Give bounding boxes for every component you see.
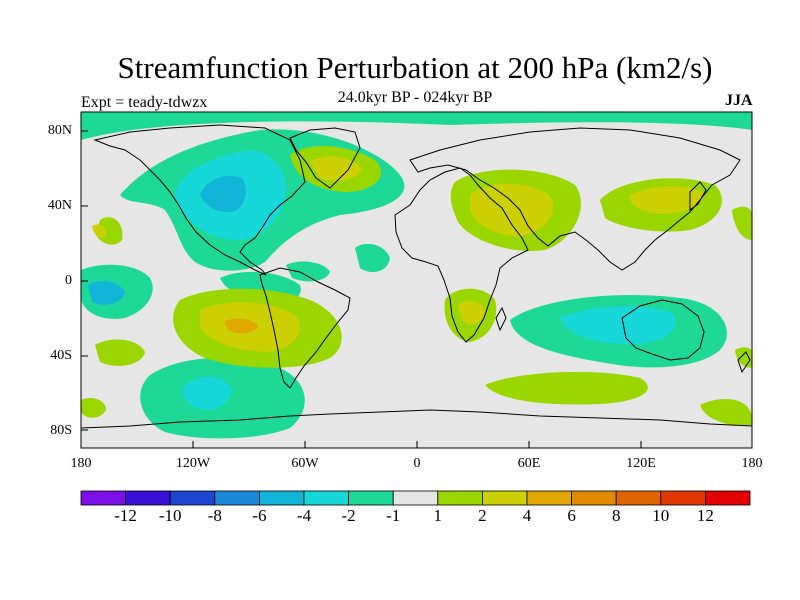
coastline-australia (621, 299, 705, 361)
colorbar (80, 490, 751, 506)
contour-southern-ocean-neg2 (182, 376, 232, 410)
contour-africa-pos2 (458, 300, 485, 325)
colorbar-label: 8 (611, 506, 621, 525)
colorbar-label: -4 (296, 506, 312, 525)
experiment-label: Expt = teady-tdwzx (81, 94, 208, 111)
colorbar-swatch (392, 490, 439, 506)
colorbar-swatch (258, 490, 305, 506)
contour-atlantic-neg (286, 261, 330, 282)
lon-label-120w: 120W (175, 456, 211, 471)
colorbar-swatch (526, 490, 572, 506)
lat-label-80n: 80N (47, 123, 72, 138)
contour-greenland-pos2 (310, 156, 362, 181)
colorbar-label: 12 (696, 506, 714, 525)
lon-label-60e: 60E (517, 456, 541, 471)
colorbar-swatch (125, 490, 171, 506)
contour-field (81, 112, 752, 448)
contour-southwest-pacific-pos (700, 399, 752, 426)
colorbar-swatch (571, 490, 617, 506)
colorbar-label: -6 (252, 506, 267, 525)
colorbar-swatch (214, 490, 260, 506)
lat-label-0: 0 (65, 273, 72, 288)
map-ticks (81, 130, 642, 448)
colorbar-swatch (303, 490, 349, 506)
contour-indian-ocean-neg2 (560, 306, 676, 345)
colorbar-label: 4 (522, 506, 532, 525)
colorbar-swatch (169, 490, 216, 506)
colorbar-swatch (705, 490, 751, 506)
contour-pacific-neg2 (88, 280, 125, 305)
coastline-eurasia (409, 127, 741, 271)
coastline-europe-africa (394, 167, 529, 343)
coastline-new-zealand (737, 351, 751, 374)
colorbar-swatch (660, 490, 706, 506)
coastline-greenland (289, 127, 361, 189)
contour-north-atlantic-pos (96, 217, 123, 245)
contour-north-america-neg3 (200, 175, 246, 213)
colorbar-label: 6 (567, 506, 576, 525)
lat-label-40n: 40N (47, 198, 72, 213)
colorbar-label: -8 (207, 506, 222, 525)
coastline-antarctica (81, 409, 752, 429)
coastline-north-america (93, 124, 306, 276)
colorbar-swatch (80, 490, 126, 506)
contour-north-atlantic-pos2 (92, 224, 107, 238)
lon-label-120e: 120E (626, 456, 656, 471)
colorbar-label: -10 (158, 506, 182, 525)
coastlines (81, 124, 752, 429)
period-label: 24.0kyr BP - 024kyr BP (337, 89, 493, 106)
plot-title: Streamfunction Perturbation at 200 hPa (… (117, 50, 713, 85)
colorbar-label: -2 (341, 506, 356, 525)
lon-label-180w: 180 (70, 456, 92, 471)
lon-label-0: 0 (413, 456, 421, 471)
colorbar-label: -12 (114, 506, 137, 525)
colorbar-swatch (615, 490, 662, 506)
contour-australia-east-pos (732, 206, 752, 240)
colorbar-label: 2 (478, 506, 487, 525)
lon-label-60w: 60W (291, 456, 319, 471)
colorbar-label: 1 (433, 506, 443, 525)
contour-south-pacific-pos3 (224, 318, 258, 334)
contour-east-asia-pos2 (629, 186, 705, 214)
contour-far-west-pos (81, 398, 106, 418)
contour-south-indian-pos (485, 371, 648, 405)
lat-label-40s: 40S (50, 348, 72, 363)
colorbar-swatch (348, 490, 394, 506)
coastline-south-america (259, 267, 351, 389)
contour-south-atlantic-neg (355, 243, 390, 273)
lat-label-80s: 80S (50, 423, 72, 438)
colorbar-swatch (437, 490, 483, 506)
contour-middle-east-pos2 (470, 183, 554, 236)
season-label: JJA (725, 92, 753, 109)
colorbar-label: -1 (386, 506, 401, 525)
coastline-japan (689, 181, 707, 211)
coastline-madagascar (495, 306, 507, 332)
colorbar-swatch (481, 490, 528, 506)
colorbar-label: 10 (652, 506, 670, 525)
lon-label-180e: 180 (741, 456, 763, 471)
contour-arctic-neg (81, 112, 752, 140)
contour-southeast-pacific-pos (95, 339, 145, 366)
